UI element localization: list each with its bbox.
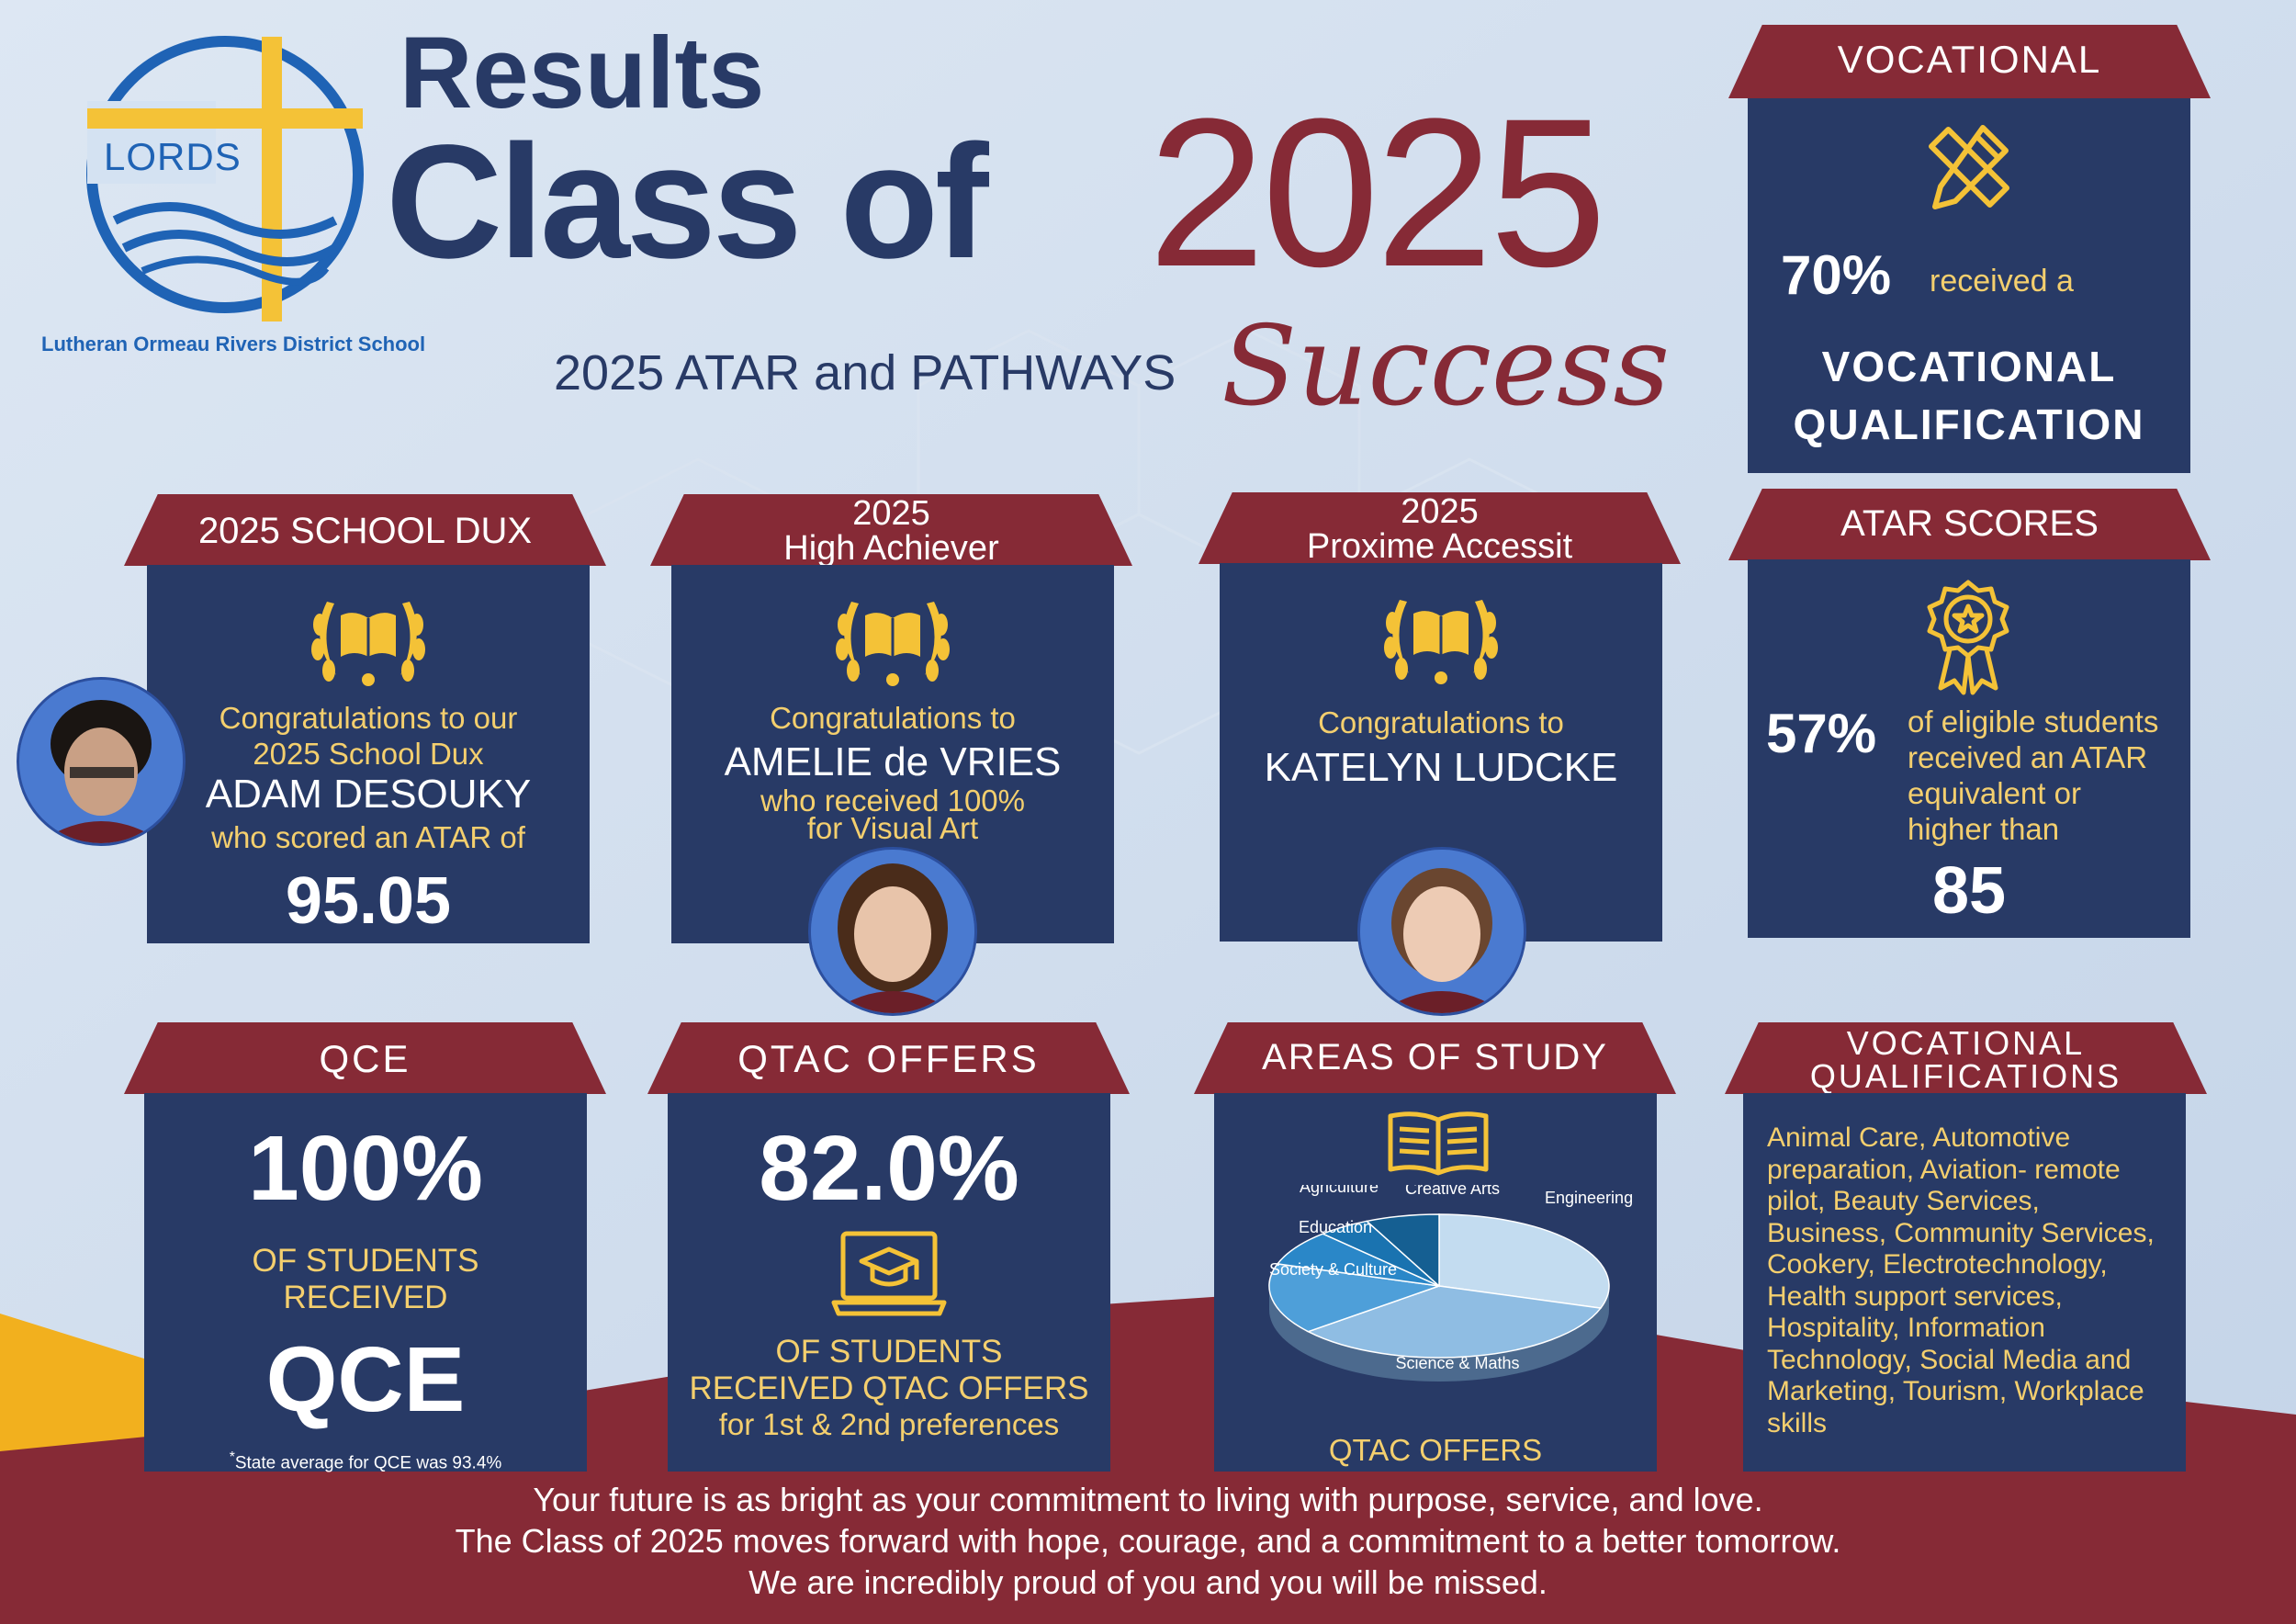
- atar-percent: 57%: [1766, 703, 1877, 764]
- qtac-line2: RECEIVED QTAC OFFERS: [689, 1370, 1089, 1406]
- dux-line3: who scored an ATAR of: [211, 820, 525, 854]
- dux-card: Congratulations to our 2025 School Dux A…: [147, 565, 590, 943]
- pie-label: Agriculture: [1300, 1185, 1379, 1196]
- footer-line2: The Class of 2025 moves forward with hop…: [455, 1522, 1841, 1560]
- high-achiever-student-photo: [808, 847, 977, 1016]
- voc-quals-list: Animal Care, Automotive preparation, Avia…: [1767, 1122, 2177, 1439]
- voc-quals-line: Health support services,: [1767, 1280, 2063, 1312]
- ruler-pencil-icon: [1928, 125, 2010, 209]
- qtac-percent: 82.0%: [759, 1117, 1019, 1220]
- school-name: Lutheran Ormeau Rivers District School: [41, 333, 426, 355]
- voc-quals-line: skills: [1767, 1407, 1827, 1438]
- pie-slice: [1306, 1285, 1603, 1359]
- subtitle: 2025 ATAR and PATHWAYS: [554, 345, 1176, 400]
- qce-line2: RECEIVED: [283, 1280, 448, 1315]
- pie-slice: [1438, 1213, 1610, 1309]
- high-achiever-line3: for Visual Art: [806, 811, 979, 845]
- proxime-header: 2025 Proxime Accessit: [1199, 492, 1681, 564]
- maroon-wave: [0, 1286, 2296, 1624]
- success-script: Success: [1221, 303, 1671, 431]
- results-heading: Results: [400, 17, 765, 130]
- pie-label: Science & Maths: [1395, 1354, 1519, 1372]
- proxime-student-photo: [1357, 847, 1526, 1016]
- pie-label: Education: [1299, 1218, 1372, 1236]
- proxime-card: Congratulations to KATELYN LUDCKE: [1220, 563, 1662, 942]
- atar-header: ATAR SCORES: [1728, 489, 2211, 560]
- proxime-line1: Congratulations to: [1318, 705, 1564, 739]
- award-rosette-icon: [1927, 580, 2009, 695]
- dux-student-photo: [17, 677, 186, 846]
- pie-slice: [1365, 1213, 1440, 1288]
- logo-name: LORDS: [104, 135, 242, 178]
- dux-score: 95.05: [285, 864, 452, 938]
- qtac-line3: for 1st & 2nd preferences: [718, 1407, 1060, 1441]
- dux-header: 2025 SCHOOL DUX: [124, 494, 606, 566]
- open-book-icon: [1388, 1111, 1489, 1176]
- voc-quals-line: preparation, Aviation- remote: [1767, 1154, 2121, 1185]
- areas-pie-chart: Engineering Science & Maths Society & Cult…: [1268, 1185, 1633, 1382]
- qce-header: QCE: [124, 1022, 606, 1094]
- laurel-book-icon: [311, 602, 425, 686]
- proxime-name: KATELYN LUDCKE: [1264, 745, 1618, 790]
- voc-quals-line: Hospitality, Information: [1767, 1313, 2045, 1343]
- dux-line1: Congratulations to our: [219, 701, 518, 735]
- voc-quals-card: Animal Care, Automotive preparation, Avia…: [1743, 1093, 2186, 1472]
- class-of-heading: Class of: [386, 112, 989, 292]
- high-achiever-line1: Congratulations to: [770, 701, 1016, 735]
- pie-label: Creative Arts: [1405, 1185, 1500, 1198]
- laurel-book-icon: [836, 602, 950, 686]
- dux-line2: 2025 School Dux: [253, 737, 484, 771]
- atar-card: 57% of eligible students received an ATA…: [1748, 559, 2190, 938]
- atar-line3: equivalent or: [1908, 776, 2081, 810]
- vocational-card: 70% received a VOCATIONAL QUALIFICATION: [1748, 98, 2190, 473]
- vocational-percent: 70%: [1781, 244, 1892, 306]
- qce-big: QCE: [265, 1328, 466, 1431]
- atar-line4: higher than: [1908, 812, 2060, 846]
- qtac-line1: OF STUDENTS: [775, 1334, 1003, 1370]
- qce-note: *State average for QCE was 93.4%: [229, 1449, 502, 1473]
- voc-quals-line: Technology, Social Media and: [1767, 1344, 2132, 1375]
- vocational-received: received a: [1930, 264, 2074, 299]
- pie-slice: [1276, 1233, 1440, 1287]
- qce-card: 100% OF STUDENTS RECEIVED QCE *State ave…: [144, 1093, 587, 1472]
- footer-line1: Your future is as bright as your commitm…: [533, 1481, 1763, 1518]
- dux-name: ADAM DESOUKY: [205, 772, 532, 817]
- footer-line3: We are incredibly proud of you and you w…: [748, 1563, 1548, 1601]
- qtac-card: 82.0% OF STUDENTS RECEIVED QTAC OFFERS f…: [668, 1093, 1110, 1472]
- voc-quals-line: pilot, Beauty Services,: [1767, 1186, 2040, 1216]
- high-achiever-name: AMELIE de VRIES: [724, 739, 1062, 784]
- lords-logo: [86, 36, 364, 321]
- voc-quals-header: VOCATIONAL QUALIFICATIONS: [1725, 1022, 2207, 1094]
- atar-line2: received an ATAR: [1908, 740, 2148, 774]
- vocational-header: VOCATIONAL: [1728, 25, 2211, 98]
- voc-quals-line: Business, Community Services,: [1767, 1217, 2155, 1248]
- atar-value: 85: [1931, 854, 2007, 928]
- year-heading: 2025: [1148, 74, 1607, 310]
- laurel-book-icon: [1384, 600, 1498, 684]
- voc-quals-line: Cookery, Electrotechnology,: [1767, 1249, 2108, 1280]
- qce-line1: OF STUDENTS: [252, 1243, 479, 1279]
- areas-card: Engineering Science & Maths Society & Cult…: [1214, 1093, 1657, 1472]
- high-achiever-header: 2025 High Achiever: [650, 494, 1132, 566]
- pie-label: Society & Culture: [1269, 1260, 1397, 1279]
- voc-quals-line: Animal Care, Automotive: [1767, 1122, 2071, 1153]
- voc-quals-line: Marketing, Tourism, Workplace: [1767, 1376, 2144, 1406]
- areas-header: AREAS OF STUDY: [1194, 1022, 1676, 1094]
- laptop-graduation-icon: [831, 1231, 947, 1316]
- vocational-qual-line2: QUALIFICATION: [1793, 400, 2145, 448]
- high-achiever-line2: who received 100%: [760, 784, 1025, 818]
- pie-label: Engineering: [1545, 1189, 1633, 1207]
- atar-line1: of eligible students: [1908, 705, 2159, 739]
- vocational-qual-line1: VOCATIONAL: [1821, 343, 2117, 390]
- areas-footer: QTAC OFFERS: [1328, 1433, 1543, 1467]
- gold-accent: [0, 1314, 147, 1470]
- qtac-header: QTAC OFFERS: [647, 1022, 1130, 1094]
- qce-percent: 100%: [248, 1117, 483, 1220]
